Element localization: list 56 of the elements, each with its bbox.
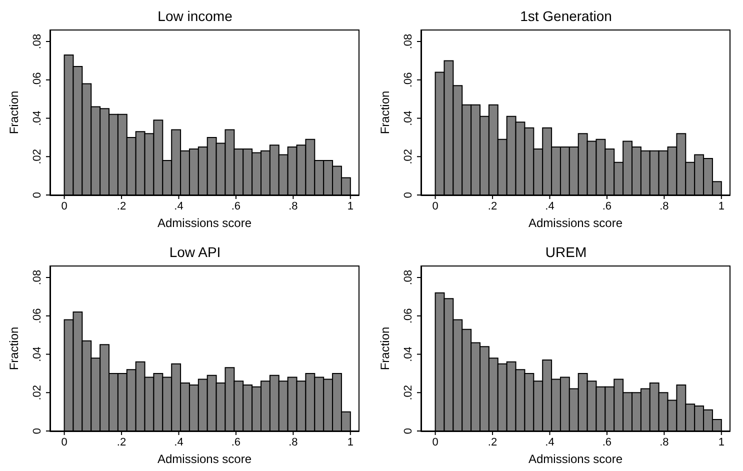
y-tick-label: .08 [32,34,44,50]
y-tick-label: .04 [32,110,44,126]
x-tick-label: .4 [174,436,184,448]
y-tick-label: .08 [402,270,414,286]
x-tick-label: .8 [288,200,298,212]
y-axis-title: Fraction [7,326,21,370]
chart-title: UREM [545,244,587,260]
y-tick-label: .02 [402,384,414,400]
x-tick-label: .2 [488,436,498,448]
x-tick-label: 1 [347,200,354,212]
y-tick-label: 0 [402,192,414,198]
y-tick-label: .06 [402,72,414,88]
x-tick-label: .4 [545,436,554,448]
x-tick-label: .8 [660,200,669,212]
y-tick-label: .02 [32,148,44,164]
x-tick-label: .2 [116,200,126,212]
x-tick-label: .6 [602,200,612,212]
y-tick-label: .02 [32,384,44,400]
y-tick-label: .06 [402,308,414,324]
x-tick-label: .2 [488,200,498,212]
x-axis-title: Admissions score [528,452,623,466]
x-tick-label: 1 [347,436,354,448]
x-tick-label: 0 [61,200,68,212]
x-tick-label: .8 [660,436,669,448]
x-tick-label: .6 [602,436,612,448]
x-tick-label: .6 [231,436,241,448]
y-tick-label: .06 [32,72,44,88]
y-tick-label: 0 [402,428,414,434]
y-tick-label: .04 [402,346,414,362]
x-tick-label: 1 [718,436,724,448]
y-axis-title: Fraction [378,90,392,134]
x-tick-label: .6 [231,200,241,212]
y-tick-label: 0 [32,428,44,434]
y-tick-label: .08 [402,34,414,50]
y-tick-label: .06 [32,308,44,324]
chart-title: 1st Generation [520,8,612,24]
y-tick-label: 0 [32,192,44,198]
chart-title: Low API [169,244,221,260]
x-tick-label: 0 [432,436,438,448]
y-axis-title: Fraction [378,326,392,370]
x-axis-title: Admissions score [528,216,623,230]
x-axis-title: Admissions score [157,452,252,466]
x-tick-label: .2 [116,436,126,448]
y-axis-title: Fraction [7,90,21,134]
x-tick-label: .8 [288,436,298,448]
x-tick-label: 0 [61,436,68,448]
y-tick-label: .04 [32,346,44,362]
y-tick-label: .08 [32,270,44,286]
y-tick-label: .04 [402,110,414,126]
x-tick-label: .4 [174,200,184,212]
x-tick-label: .4 [545,200,554,212]
x-tick-label: 1 [718,200,724,212]
x-tick-label: 0 [432,200,438,212]
y-tick-label: .02 [402,148,414,164]
chart-title: Low income [158,8,233,24]
x-axis-title: Admissions score [157,216,252,230]
